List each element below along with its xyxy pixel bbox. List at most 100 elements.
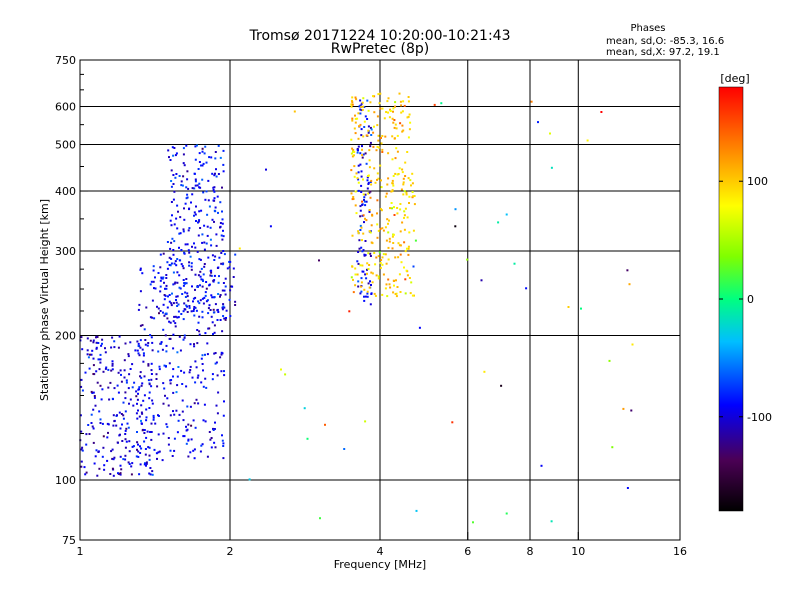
data-point: [189, 451, 192, 454]
data-point: [211, 296, 214, 299]
data-point: [194, 381, 197, 384]
data-point: [197, 402, 200, 405]
data-point: [143, 394, 146, 397]
data-point: [157, 272, 160, 274]
colorbar-label: [deg]: [720, 72, 749, 85]
data-point: [369, 145, 372, 148]
data-point: [376, 145, 379, 148]
data-point: [358, 105, 361, 108]
data-point: [216, 308, 219, 311]
data-point: [109, 473, 112, 475]
data-point: [139, 324, 142, 327]
data-point: [109, 381, 112, 384]
data-point: [155, 452, 158, 455]
data-point: [367, 129, 370, 132]
data-point: [385, 192, 388, 195]
data-point: [380, 179, 382, 182]
data-point: [354, 114, 356, 117]
data-point: [196, 376, 199, 379]
data-point: [111, 448, 114, 451]
data-point: [381, 227, 384, 230]
data-point: [350, 105, 353, 108]
data-point: [170, 185, 173, 188]
data-point: [213, 324, 216, 327]
data-point: [362, 135, 365, 138]
data-point: [201, 297, 204, 300]
data-point: [153, 317, 156, 320]
data-point: [391, 117, 394, 120]
data-point: [188, 227, 191, 230]
data-point: [187, 229, 190, 232]
data-point: [151, 299, 154, 302]
data-point: [95, 370, 98, 373]
data-point: [124, 433, 127, 435]
data-point: [182, 419, 185, 422]
data-point: [355, 212, 358, 215]
data-point: [120, 468, 123, 471]
data-point: [389, 108, 391, 111]
data-point: [376, 223, 379, 226]
data-point: [173, 190, 176, 193]
data-point: [186, 428, 189, 431]
data-point: [361, 239, 363, 242]
data-point: [611, 446, 614, 449]
data-point: [177, 310, 180, 313]
data-point: [220, 262, 223, 265]
data-point: [361, 203, 364, 206]
data-point: [183, 334, 186, 337]
data-point: [143, 328, 146, 331]
data-point: [176, 204, 179, 207]
data-point: [343, 448, 346, 450]
data-point: [175, 409, 178, 412]
data-point: [213, 331, 216, 334]
data-point: [364, 115, 367, 118]
data-point: [352, 149, 355, 151]
data-point: [395, 279, 397, 282]
data-point: [192, 449, 195, 452]
data-point: [202, 302, 205, 305]
grid-lines: [80, 60, 680, 540]
data-point: [195, 309, 198, 312]
data-point: [364, 204, 367, 207]
data-point: [368, 191, 371, 194]
data-point: [398, 244, 401, 247]
y-tick-label: 300: [55, 245, 76, 258]
data-point: [366, 176, 369, 179]
data-point: [112, 414, 115, 417]
data-point: [181, 184, 184, 187]
data-point: [181, 293, 184, 295]
data-point: [182, 338, 185, 341]
data-point: [392, 242, 395, 244]
data-point: [209, 309, 212, 311]
data-point: [117, 346, 120, 349]
data-point: [367, 125, 370, 128]
data-point: [385, 239, 388, 242]
data-point: [220, 234, 223, 237]
data-point: [181, 410, 184, 413]
data-point: [138, 415, 141, 418]
data-point: [377, 134, 380, 137]
data-point: [394, 172, 397, 175]
data-point: [175, 391, 178, 394]
data-point: [91, 392, 94, 394]
data-point: [406, 116, 409, 119]
data-point: [368, 149, 371, 152]
data-point: [88, 433, 91, 435]
data-point: [176, 351, 179, 354]
data-point: [166, 306, 169, 309]
data-point: [201, 443, 204, 446]
data-point: [84, 473, 87, 476]
data-point: [107, 431, 109, 434]
data-point: [185, 186, 188, 189]
data-point: [216, 195, 219, 198]
data-point: [395, 127, 398, 130]
data-point: [397, 242, 400, 245]
data-point: [387, 222, 389, 225]
data-point: [369, 190, 372, 193]
data-point: [111, 360, 114, 363]
data-point: [213, 274, 216, 277]
data-point: [201, 164, 204, 167]
data-point: [169, 382, 172, 385]
data-point: [188, 305, 191, 307]
data-point: [118, 473, 121, 475]
